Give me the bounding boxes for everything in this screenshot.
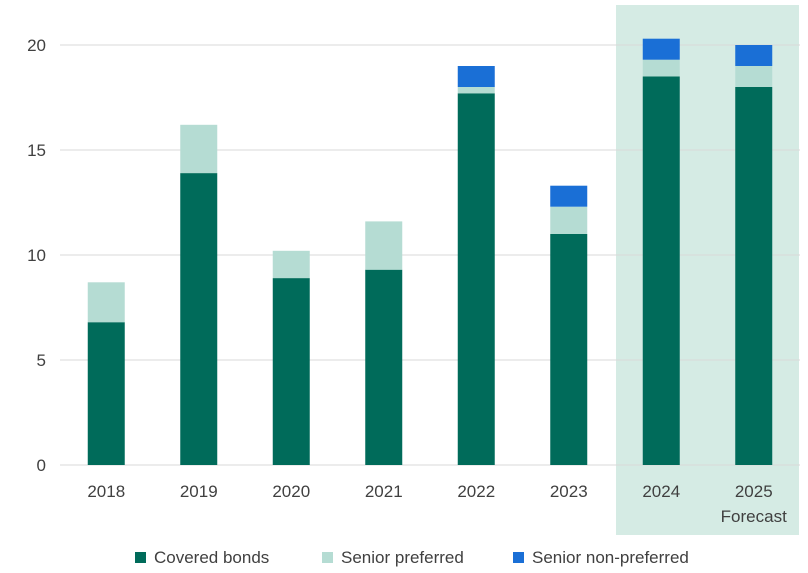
x-tick-sublabel-2025: Forecast xyxy=(721,507,787,526)
bar-2022-senior-non-preferred xyxy=(457,66,495,87)
legend-label-senior-preferred: Senior preferred xyxy=(341,548,464,567)
bar-2020-covered-bonds xyxy=(272,278,310,465)
bar-2023-covered-bonds xyxy=(550,234,588,465)
bar-2024-senior-preferred xyxy=(642,59,680,77)
bar-2021-covered-bonds xyxy=(365,269,403,465)
bar-2019-senior-preferred xyxy=(180,124,218,174)
x-tick-label-2023: 2023 xyxy=(550,482,588,501)
legend-swatch-covered-bonds xyxy=(135,552,146,563)
x-tick-label-2025: 2025 xyxy=(735,482,773,501)
x-axis-tick-labels: 2018 2019 2020 2021 2022 2023 2024 2025 Forecast xyxy=(87,482,787,526)
bars xyxy=(87,38,773,466)
x-tick-label-2019: 2019 xyxy=(180,482,218,501)
bar-2018-senior-preferred xyxy=(87,282,125,323)
x-tick-label-2024: 2024 xyxy=(642,482,680,501)
y-tick-label-5: 5 xyxy=(37,351,46,370)
x-tick-label-2020: 2020 xyxy=(272,482,310,501)
legend-swatch-senior-preferred xyxy=(322,552,333,563)
bar-2025-senior-non-preferred xyxy=(735,45,773,66)
y-tick-label-20: 20 xyxy=(27,36,46,55)
legend-label-covered-bonds: Covered bonds xyxy=(154,548,269,567)
bar-2024-senior-non-preferred xyxy=(642,38,680,60)
legend-swatch-senior-non-preferred xyxy=(513,552,524,563)
legend: Covered bonds Senior preferred Senior non-… xyxy=(135,548,689,567)
bar-2025-senior-preferred xyxy=(735,66,773,87)
legend-label-senior-non-preferred: Senior non-preferred xyxy=(532,548,689,567)
bar-2021-senior-preferred xyxy=(365,221,403,270)
y-tick-label-15: 15 xyxy=(27,141,46,160)
bar-2023-senior-preferred xyxy=(550,206,588,234)
y-tick-label-0: 0 xyxy=(37,456,46,475)
bar-2025-covered-bonds xyxy=(735,87,773,465)
bar-2020-senior-preferred xyxy=(272,250,310,279)
bar-2022-senior-preferred xyxy=(457,87,495,94)
y-tick-label-10: 10 xyxy=(27,246,46,265)
x-tick-label-2021: 2021 xyxy=(365,482,403,501)
bar-2022-covered-bonds xyxy=(457,93,495,466)
bar-2023-senior-non-preferred xyxy=(550,185,588,207)
y-axis-tick-labels: 0 5 10 15 20 xyxy=(27,36,46,475)
x-tick-label-2022: 2022 xyxy=(457,482,495,501)
bar-2018-covered-bonds xyxy=(87,322,125,465)
bar-2024-covered-bonds xyxy=(642,76,680,465)
bar-2019-covered-bonds xyxy=(180,173,218,465)
x-tick-label-2018: 2018 xyxy=(87,482,125,501)
